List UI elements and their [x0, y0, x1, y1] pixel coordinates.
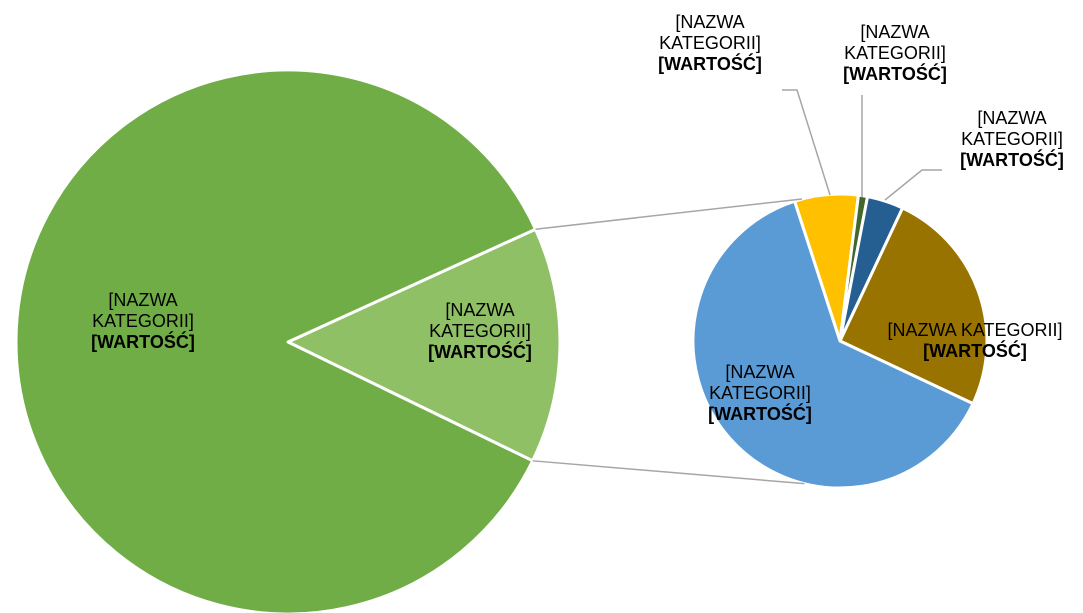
value-label: [WARTOŚĆ]: [923, 341, 1027, 361]
value-label: [WARTOŚĆ]: [428, 342, 532, 362]
data-label: [NAZWA KATEGORII] [WARTOŚĆ]: [635, 12, 785, 75]
data-label: [NAZWA KATEGORII] [WARTOŚĆ]: [78, 290, 208, 353]
leader-line: [884, 169, 942, 201]
category-label: [NAZWA KATEGORII]: [961, 108, 1063, 149]
leader-line: [782, 89, 831, 196]
value-label: [WARTOŚĆ]: [708, 404, 812, 424]
value-label: [WARTOŚĆ]: [91, 332, 195, 352]
pie-slice: [691, 199, 975, 490]
category-label: [NAZWA KATEGORII]: [844, 22, 946, 63]
category-label: [NAZWA KATEGORII]: [429, 300, 531, 341]
data-label: [NAZWA KATEGORII] [WARTOŚĆ]: [937, 108, 1083, 171]
data-label: [NAZWA KATEGORII] [WARTOŚĆ]: [685, 362, 835, 425]
connector-line: [532, 460, 805, 485]
category-label: [NAZWA KATEGORII]: [709, 362, 811, 403]
pie-slice: [14, 68, 538, 613]
pie-slice: [286, 227, 562, 463]
value-label: [WARTOŚĆ]: [658, 54, 762, 74]
value-label: [WARTOŚĆ]: [843, 64, 947, 84]
category-label: [NAZWA KATEGORII]: [887, 320, 1063, 340]
category-label: [NAZWA KATEGORII]: [659, 12, 761, 53]
category-label: [NAZWA KATEGORII]: [92, 290, 194, 331]
pie-slice: [838, 206, 989, 406]
data-label: [NAZWA KATEGORII] [WARTOŚĆ]: [860, 320, 1083, 362]
data-label: [NAZWA KATEGORII] [WARTOŚĆ]: [820, 22, 970, 85]
value-label: [WARTOŚĆ]: [960, 150, 1064, 170]
data-label: [NAZWA KATEGORII] [WARTOŚĆ]: [415, 300, 545, 363]
connector-line: [535, 198, 803, 230]
